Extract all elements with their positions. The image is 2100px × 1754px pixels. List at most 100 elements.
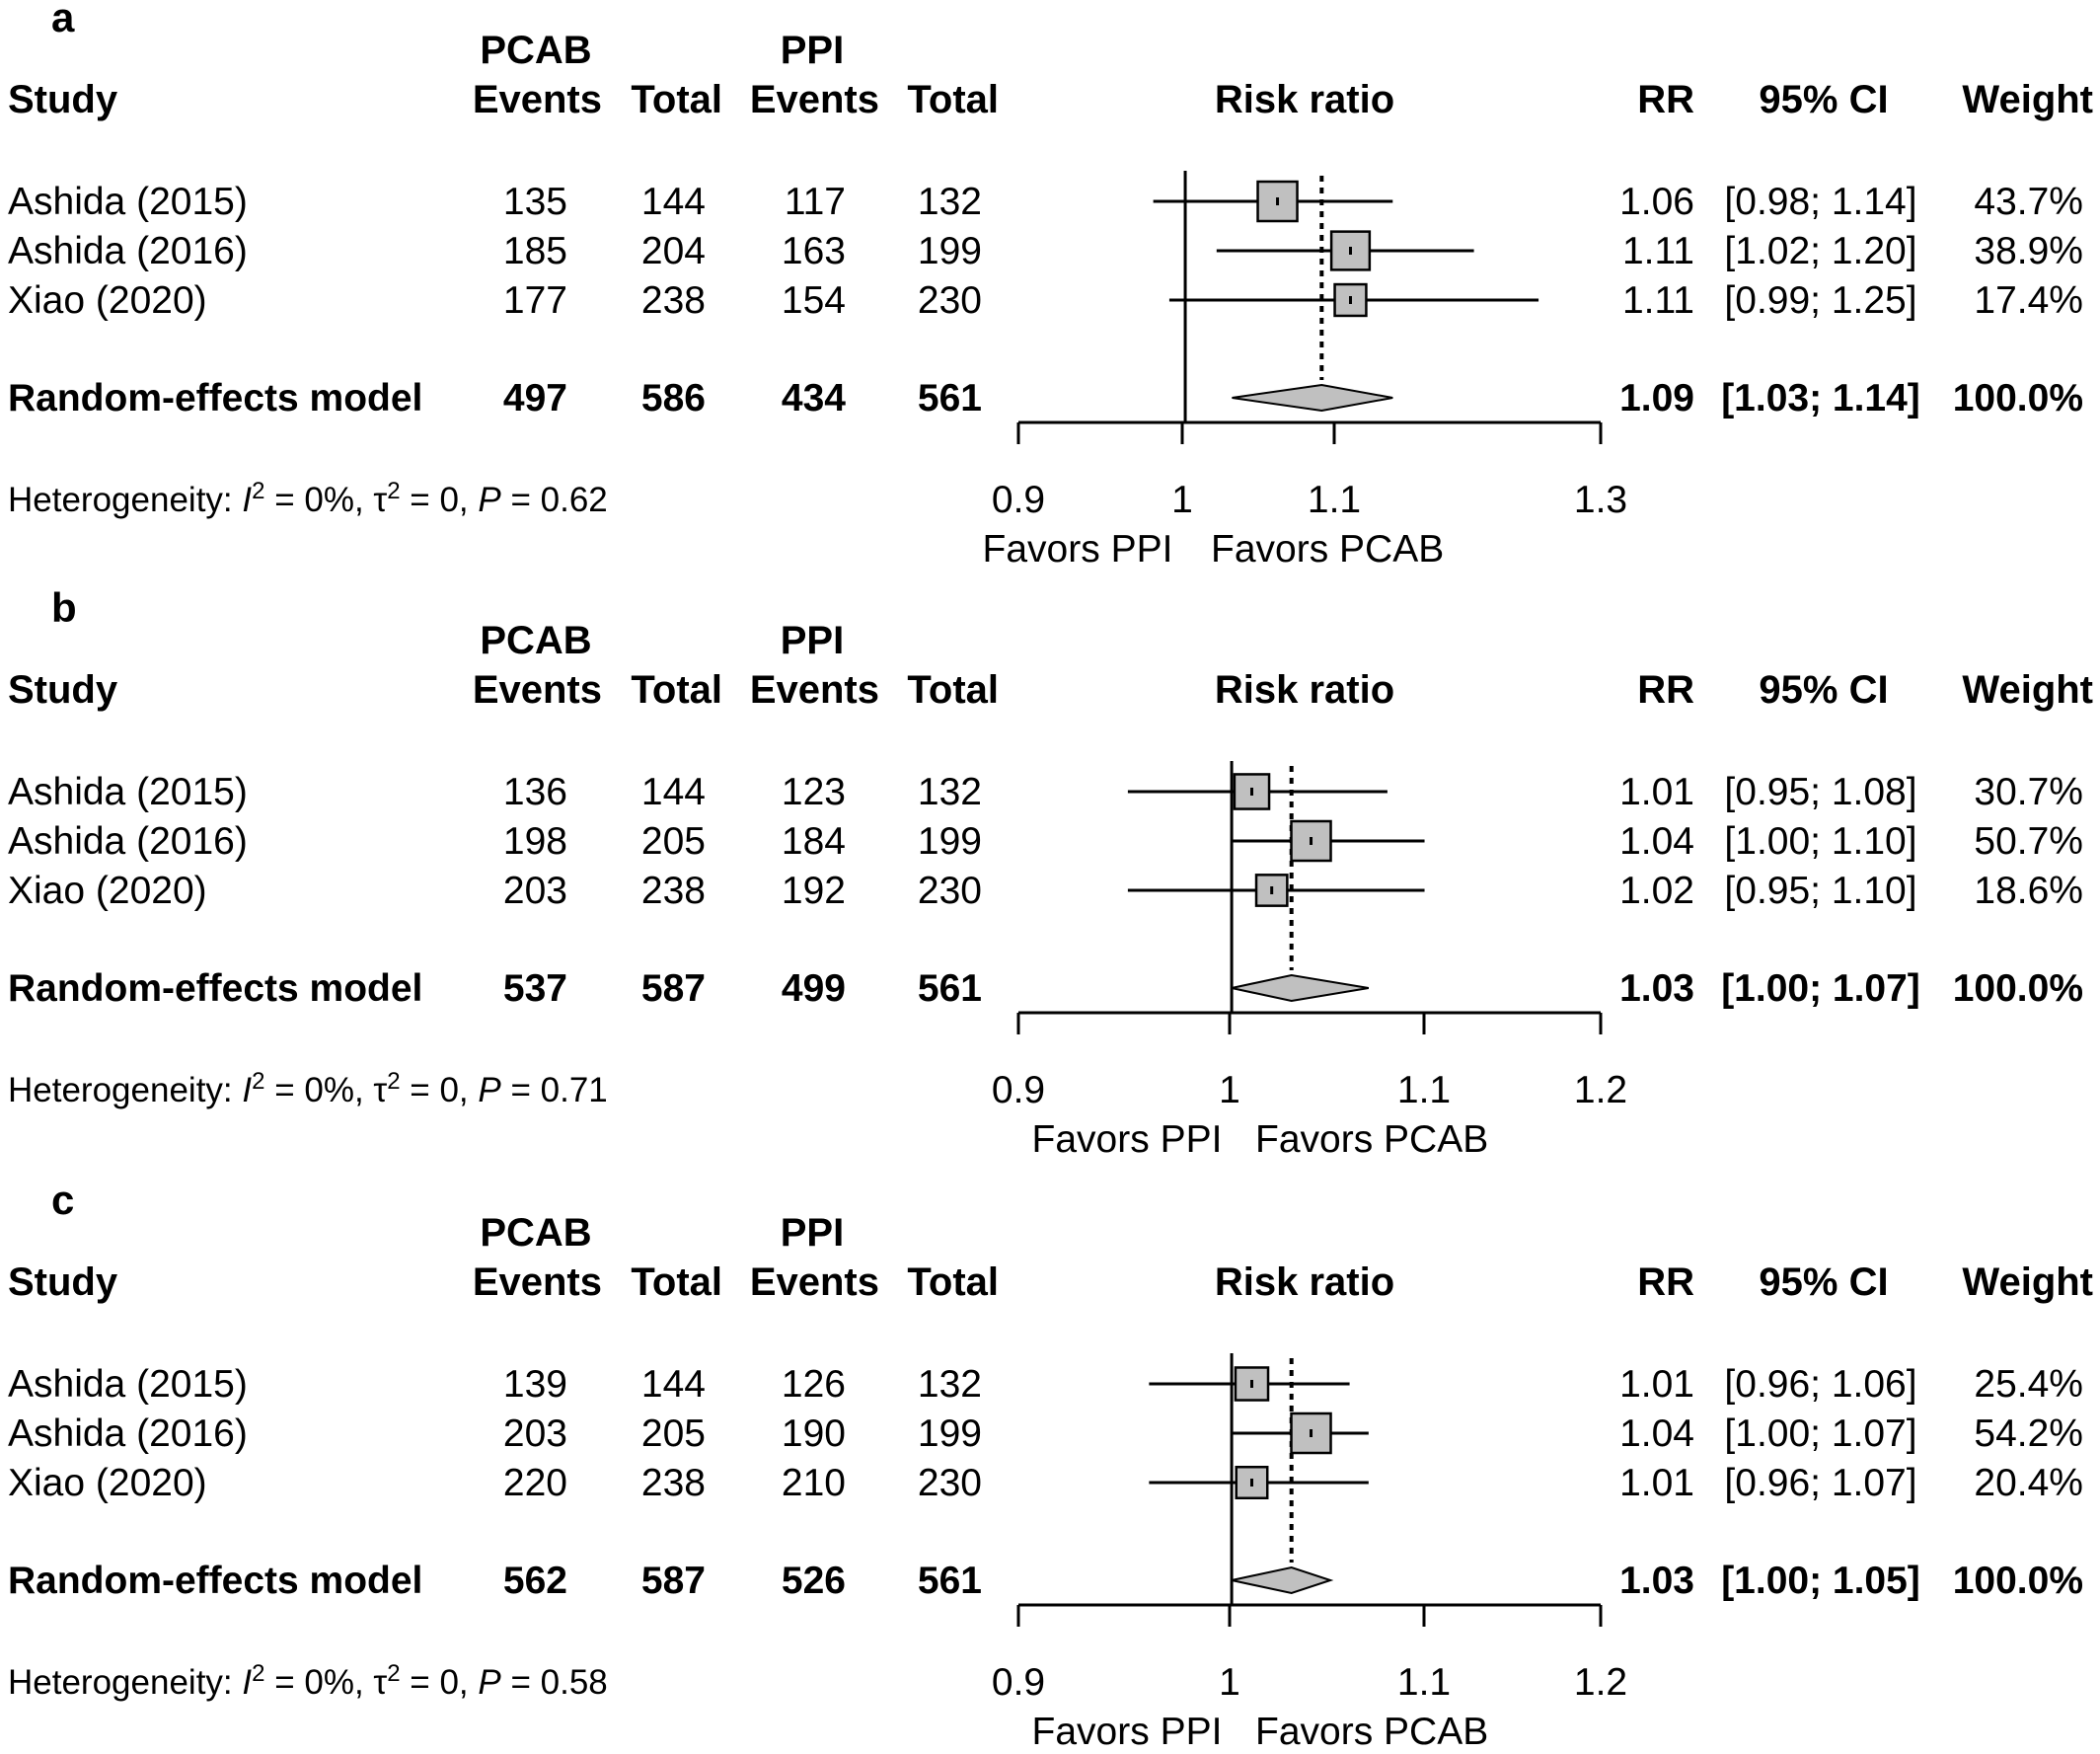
header-group1: PCAB <box>480 619 591 662</box>
study-name: Ashida (2015) <box>8 1363 248 1406</box>
x-tick-label: 0.9 <box>992 1661 1045 1704</box>
study-rr: 1.01 <box>1619 771 1694 813</box>
study-name: Ashida (2016) <box>8 820 248 863</box>
forest-panel-b: b PCAB PPI Study Events Total Events Total Risk … <box>8 584 2093 1161</box>
study-weight: 18.6% <box>1974 870 2083 912</box>
pcab-events: 136 <box>503 771 567 813</box>
favors-left-label: Favors PPI <box>983 528 1173 571</box>
study-rr: 1.11 <box>1622 279 1694 322</box>
header-total-2: Total <box>907 668 999 712</box>
pooled-ppi-events: 434 <box>782 377 846 419</box>
pooled-ppi-events: 526 <box>782 1560 846 1602</box>
header-study: Study <box>8 1260 118 1304</box>
pooled-pcab-total: 587 <box>641 1560 706 1602</box>
pooled-name: Random-effects model <box>8 1560 422 1602</box>
header-risk-ratio: Risk ratio <box>1215 1260 1394 1304</box>
header-total-1: Total <box>631 1260 722 1304</box>
study-name: Ashida (2016) <box>8 1412 248 1455</box>
header-ci: 95% CI <box>1759 1260 1888 1304</box>
pcab-events: 203 <box>503 870 567 912</box>
header-weight: Weight <box>1962 78 2093 121</box>
pooled-diamond <box>1231 973 1370 1003</box>
header-ci: 95% CI <box>1759 668 1888 712</box>
header-study: Study <box>8 668 118 712</box>
favors-left-label: Favors PPI <box>1032 1711 1223 1753</box>
study-rr: 1.04 <box>1619 1412 1694 1455</box>
header-events-2: Events <box>750 78 879 121</box>
pcab-total: 205 <box>641 820 706 863</box>
study-ci: [0.98; 1.14] <box>1724 181 1916 223</box>
x-tick-label: 1.1 <box>1308 479 1361 521</box>
study-rr: 1.01 <box>1619 1462 1694 1504</box>
ppi-events: 210 <box>782 1462 846 1504</box>
header-total-1: Total <box>631 668 722 712</box>
study-name: Xiao (2020) <box>8 1462 207 1504</box>
study-ci: [1.02; 1.20] <box>1724 230 1916 272</box>
header-weight: Weight <box>1962 1260 2093 1304</box>
x-tick-label: 1.2 <box>1574 1069 1627 1111</box>
x-tick-label: 1.2 <box>1574 1661 1627 1704</box>
header-events-2: Events <box>750 668 879 712</box>
pcab-total: 144 <box>641 181 706 223</box>
pooled-rr: 1.03 <box>1619 967 1694 1010</box>
header-group2: PPI <box>781 29 844 72</box>
study-rr: 1.04 <box>1619 820 1694 863</box>
pcab-total: 238 <box>641 1462 706 1504</box>
ppi-events: 190 <box>782 1412 846 1455</box>
header-risk-ratio: Risk ratio <box>1215 78 1394 121</box>
ppi-events: 126 <box>782 1363 846 1406</box>
header-events-2: Events <box>750 1260 879 1304</box>
panel-label: c <box>51 1177 74 1223</box>
pooled-weight: 100.0% <box>1953 377 2083 419</box>
pooled-weight: 100.0% <box>1953 967 2083 1010</box>
pcab-events: 185 <box>503 230 567 272</box>
header-group1: PCAB <box>480 29 591 72</box>
pcab-total: 205 <box>641 1412 706 1455</box>
ppi-total: 230 <box>918 279 982 322</box>
ppi-total: 132 <box>918 181 982 223</box>
heterogeneity-text: Heterogeneity: I2 = 0%, τ2 = 0, P = 0.62 <box>8 478 608 520</box>
pooled-ppi-total: 561 <box>918 967 982 1010</box>
pooled-ci: [1.03; 1.14] <box>1721 377 1920 419</box>
study-name: Xiao (2020) <box>8 279 207 322</box>
pooled-ppi-total: 561 <box>918 377 982 419</box>
pooled-rr: 1.03 <box>1619 1560 1694 1602</box>
ppi-events: 192 <box>782 870 846 912</box>
ppi-total: 199 <box>918 820 982 863</box>
heterogeneity-text: Heterogeneity: I2 = 0%, τ2 = 0, P = 0.58 <box>8 1660 608 1703</box>
header-ci: 95% CI <box>1759 78 1888 121</box>
forest-panel-c: c PCAB PPI Study Events Total Events Total Risk … <box>8 1177 2093 1753</box>
ppi-total: 230 <box>918 870 982 912</box>
study-rr: 1.02 <box>1619 870 1694 912</box>
ppi-events: 117 <box>785 181 846 223</box>
pooled-pcab-total: 586 <box>641 377 706 419</box>
x-tick-label: 1.1 <box>1397 1069 1451 1111</box>
pooled-name: Random-effects model <box>8 377 422 419</box>
ppi-total: 199 <box>918 230 982 272</box>
favors-right-label: Favors PCAB <box>1255 1711 1488 1753</box>
pcab-events: 220 <box>503 1462 567 1504</box>
pcab-events: 198 <box>503 820 567 863</box>
x-tick-label: 1 <box>1219 1069 1240 1111</box>
study-name: Ashida (2015) <box>8 181 248 223</box>
header-events-1: Events <box>473 1260 602 1304</box>
pooled-pcab-events: 497 <box>503 377 567 419</box>
pooled-diamond <box>1231 1565 1334 1595</box>
header-group2: PPI <box>781 1211 844 1255</box>
study-weight: 43.7% <box>1974 181 2083 223</box>
study-ci: [0.95; 1.08] <box>1724 771 1916 813</box>
header-group1: PCAB <box>480 1211 591 1255</box>
study-ci: [0.95; 1.10] <box>1724 870 1916 912</box>
study-weight: 54.2% <box>1974 1412 2083 1455</box>
pooled-weight: 100.0% <box>1953 1560 2083 1602</box>
header-risk-ratio: Risk ratio <box>1215 668 1394 712</box>
pooled-pcab-events: 537 <box>503 967 567 1010</box>
study-name: Xiao (2020) <box>8 870 207 912</box>
pooled-diamond <box>1232 383 1393 413</box>
ppi-total: 230 <box>918 1462 982 1504</box>
pcab-events: 139 <box>503 1363 567 1406</box>
study-rr: 1.11 <box>1622 230 1694 272</box>
header-total-2: Total <box>907 1260 999 1304</box>
study-ci: [0.96; 1.06] <box>1724 1363 1916 1406</box>
pooled-pcab-total: 587 <box>641 967 706 1010</box>
